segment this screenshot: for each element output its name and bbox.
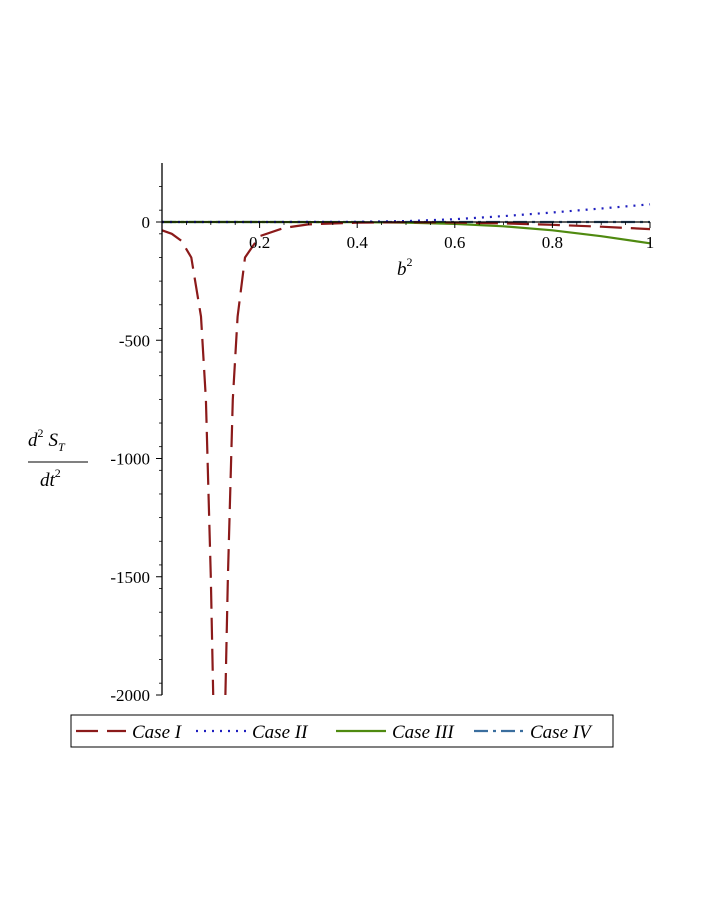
series-line-case-i-branch-1 [224, 221, 651, 696]
x-tick-label: 0.4 [347, 233, 369, 252]
y-label-num-symbol: S [49, 430, 59, 451]
x-tick-label: 0.6 [444, 233, 465, 252]
y-tick-label: 0 [142, 213, 151, 232]
series-line-case-i-branch-0 [161, 229, 215, 696]
x-axis-label-sup: 2 [407, 255, 413, 269]
y-axis-label-denominator: dt2 [40, 466, 61, 491]
x-axis-label-base: b [397, 259, 407, 280]
y-tick-label: -1000 [110, 450, 150, 469]
y-label-num-base: d [28, 430, 38, 451]
y-label-den-sup: 2 [55, 466, 61, 480]
series-line-case-ii-branch-0 [162, 203, 651, 224]
x-tick-label: 0.8 [542, 233, 563, 252]
legend: Case I Case II Case III Case IV [70, 714, 614, 748]
x-axis-label: b2 [397, 255, 413, 280]
y-label-num-sub: T [58, 440, 66, 454]
legend-label-case-ii: Case II [252, 722, 309, 743]
legend-label-case-i: Case I [132, 722, 183, 743]
ticks-layer: 0.2 0.4 0.6 0.8 1 0 -500 -1000 -1500 -2000 [110, 186, 655, 705]
y-tick-label: -1500 [110, 568, 150, 587]
legend-items: Case I Case II Case III Case IV [76, 722, 593, 743]
x-tick-label: 0.2 [249, 233, 270, 252]
y-label-den-base: dt [40, 470, 56, 491]
legend-label-case-iv: Case IV [530, 722, 593, 743]
y-axis-label-numerator: d2 ST [28, 426, 66, 454]
axes-layer [161, 163, 650, 695]
x-tick-label: 1 [646, 233, 655, 252]
legend-label-case-iii: Case III [392, 722, 455, 743]
y-tick-label: -500 [119, 331, 150, 350]
y-axis-label: d2 ST dt2 [28, 426, 88, 491]
y-tick-label: -2000 [110, 686, 150, 705]
y-label-num-sup: 2 [38, 426, 44, 440]
